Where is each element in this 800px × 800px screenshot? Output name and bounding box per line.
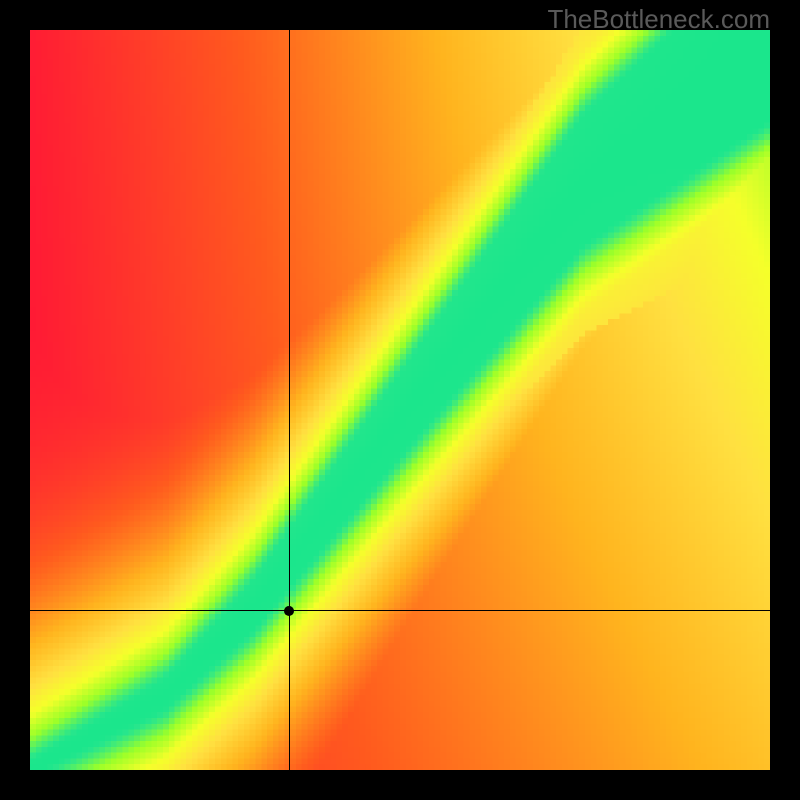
chart-frame: TheBottleneck.com <box>0 0 800 800</box>
watermark-text: TheBottleneck.com <box>547 4 770 35</box>
bottleneck-heatmap <box>30 30 770 770</box>
crosshair-vertical <box>289 30 290 770</box>
crosshair-horizontal <box>30 610 770 611</box>
crosshair-marker-dot <box>283 605 295 617</box>
